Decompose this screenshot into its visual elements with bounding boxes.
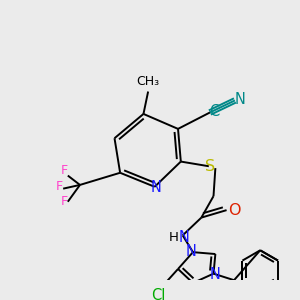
Text: N: N bbox=[179, 230, 190, 245]
Text: C: C bbox=[209, 103, 220, 118]
Text: S: S bbox=[205, 159, 215, 174]
Text: Cl: Cl bbox=[151, 288, 166, 300]
Text: O: O bbox=[228, 202, 240, 217]
Text: N: N bbox=[150, 180, 161, 195]
Text: F: F bbox=[61, 195, 68, 208]
Text: CH₃: CH₃ bbox=[136, 75, 160, 88]
Text: N: N bbox=[234, 92, 245, 107]
Text: H: H bbox=[168, 231, 178, 244]
Text: N: N bbox=[186, 244, 196, 259]
Text: N: N bbox=[210, 267, 221, 282]
Text: F: F bbox=[61, 164, 68, 177]
Text: F: F bbox=[56, 180, 63, 193]
